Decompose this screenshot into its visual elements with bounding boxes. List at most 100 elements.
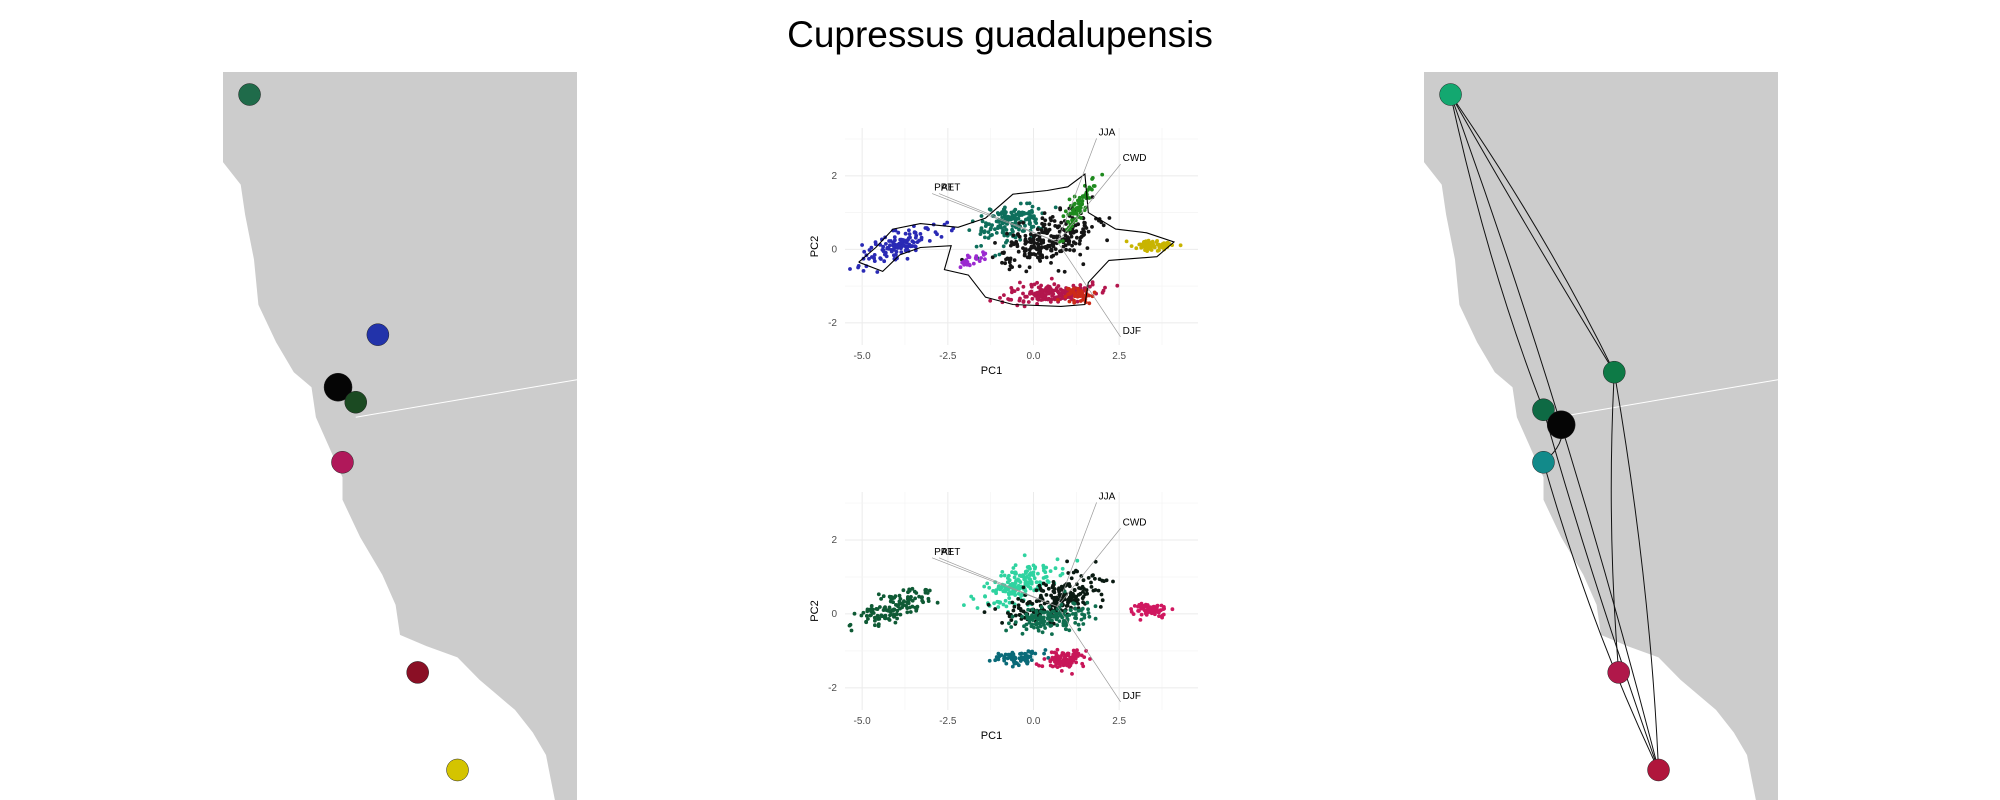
- data-point: [1045, 285, 1049, 290]
- data-point: [992, 601, 996, 606]
- data-point: [894, 249, 899, 254]
- x-tick-label: 2.5: [1112, 351, 1126, 362]
- data-point: [1046, 586, 1051, 591]
- data-point: [1067, 240, 1071, 245]
- data-point: [966, 255, 971, 260]
- data-point: [1030, 622, 1035, 627]
- data-point: [1144, 239, 1148, 244]
- data-point: [1027, 573, 1032, 577]
- data-point: [1100, 172, 1105, 177]
- data-point: [864, 614, 869, 618]
- data-point: [1060, 566, 1065, 571]
- data-point: [1062, 612, 1066, 617]
- y-tick-label: -2: [828, 683, 837, 694]
- data-point: [1069, 608, 1073, 613]
- data-point: [1035, 227, 1040, 232]
- data-point: [1023, 589, 1028, 593]
- data-point: [1155, 242, 1160, 247]
- data-point: [1157, 614, 1161, 618]
- data-point: [872, 615, 877, 620]
- data-point: [1101, 223, 1106, 228]
- page-title: Cupressus guadalupensis: [787, 14, 1213, 55]
- data-point: [1068, 598, 1073, 603]
- data-point: [1040, 255, 1045, 260]
- data-point: [1087, 614, 1092, 619]
- data-point: [1045, 621, 1050, 626]
- data-point: [1031, 616, 1035, 620]
- data-point: [1097, 577, 1102, 582]
- data-point: [958, 265, 963, 270]
- data-point: [1058, 610, 1063, 615]
- data-point: [1013, 583, 1017, 588]
- data-point: [1046, 580, 1051, 584]
- data-point: [1076, 654, 1080, 658]
- data-point: [1043, 296, 1048, 300]
- data-point: [1063, 609, 1068, 614]
- data-point: [897, 599, 902, 604]
- data-point: [1002, 656, 1006, 661]
- data-point: [1034, 599, 1039, 604]
- data-point: [898, 612, 903, 617]
- data-point: [1124, 239, 1129, 244]
- data-point: [1010, 600, 1015, 605]
- data-point: [1001, 228, 1005, 233]
- site-point: [446, 758, 469, 782]
- data-point: [1032, 252, 1036, 256]
- loading-label: PPT: [934, 547, 953, 558]
- data-point: [1129, 244, 1134, 249]
- data-point: [893, 620, 898, 625]
- data-point: [1049, 623, 1054, 628]
- data-point: [1165, 240, 1170, 245]
- data-point: [1139, 604, 1143, 609]
- data-point: [901, 588, 906, 593]
- loading-line: [938, 557, 1058, 607]
- data-point: [887, 605, 892, 610]
- data-point: [1041, 566, 1046, 570]
- data-point: [914, 591, 919, 595]
- data-point: [1001, 602, 1006, 607]
- data-point: [983, 257, 987, 262]
- data-point: [1000, 215, 1005, 220]
- data-point: [1024, 658, 1029, 663]
- data-point: [869, 609, 873, 614]
- data-point: [1089, 580, 1093, 585]
- site-point: [1439, 83, 1462, 106]
- data-point: [1078, 238, 1082, 243]
- x-axis-label: PC1: [981, 730, 1002, 742]
- data-point: [1107, 216, 1112, 220]
- data-point: [847, 623, 852, 628]
- data-point: [1092, 290, 1097, 295]
- x-tick-label: -5.0: [854, 716, 872, 727]
- data-point: [1050, 609, 1055, 614]
- data-point: [907, 588, 912, 593]
- data-point: [891, 608, 895, 613]
- data-point: [969, 594, 974, 599]
- data-point: [999, 585, 1004, 590]
- data-point: [1051, 235, 1056, 240]
- data-point: [1030, 649, 1035, 654]
- data-point: [1052, 297, 1057, 302]
- data-point: [869, 604, 874, 608]
- data-point: [975, 606, 980, 610]
- data-point: [895, 616, 899, 621]
- data-point: [1070, 672, 1074, 676]
- data-point: [1080, 194, 1085, 199]
- data-point: [1019, 574, 1024, 578]
- data-point: [1047, 222, 1052, 227]
- site-point: [238, 83, 261, 106]
- data-point: [1077, 608, 1082, 613]
- data-point: [907, 232, 912, 237]
- loading-line: [1057, 502, 1097, 607]
- data-point: [1134, 246, 1139, 251]
- data-point: [889, 595, 894, 599]
- data-point: [1072, 294, 1077, 299]
- data-point: [1055, 557, 1060, 562]
- data-point: [1012, 590, 1017, 595]
- data-point: [1059, 669, 1064, 673]
- data-point: [1063, 209, 1068, 214]
- data-point: [1075, 598, 1080, 602]
- data-point: [1090, 294, 1095, 299]
- data-point: [870, 255, 874, 259]
- data-point: [888, 243, 892, 248]
- data-point: [1096, 588, 1101, 593]
